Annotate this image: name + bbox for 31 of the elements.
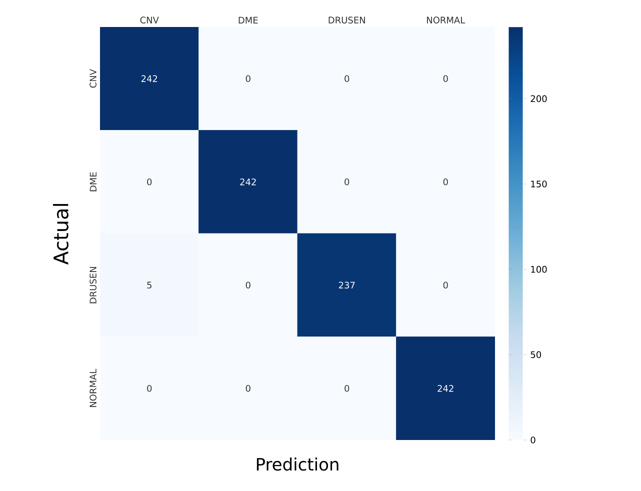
data-label: 0 — [344, 75, 350, 82]
x-axis-title: Prediction — [256, 458, 338, 471]
y-axis-title: Actual — [52, 204, 68, 265]
y-tick-label: DME — [90, 172, 96, 192]
data-label: 242 — [141, 75, 158, 82]
data-label: 0 — [246, 384, 250, 392]
data-label: 242 — [240, 178, 256, 186]
data-label: 0 — [443, 282, 448, 289]
data-label: 0 — [147, 384, 152, 392]
color-bar-label: 150 — [531, 180, 547, 188]
y-tick-label: NORMAL — [90, 368, 96, 408]
data-label: 0 — [147, 178, 152, 186]
color-bar-label: 100 — [531, 266, 547, 273]
data-label: 0 — [246, 282, 250, 289]
y-tick-label: CNV — [90, 69, 96, 88]
data-label: 237 — [338, 282, 355, 289]
data-label: 0 — [443, 75, 448, 82]
color-bar-label: 50 — [530, 351, 542, 358]
data-label: 0 — [246, 75, 250, 82]
data-label: 0 — [344, 178, 350, 186]
color-bar-label: 0 — [530, 436, 536, 444]
data-label: 0 — [443, 178, 448, 186]
y-tick-label: DRUSEN — [90, 267, 96, 304]
data-label: 242 — [438, 385, 454, 392]
x-tick-label: CNV — [140, 16, 159, 24]
data-label: 5 — [147, 282, 152, 288]
data-label: 0 — [344, 384, 350, 392]
x-tick-label: DME — [238, 16, 258, 24]
x-tick-label: NORMAL — [427, 16, 466, 24]
color-bar-label: 200 — [530, 95, 547, 102]
x-tick-label: DRUSEN — [328, 16, 365, 24]
